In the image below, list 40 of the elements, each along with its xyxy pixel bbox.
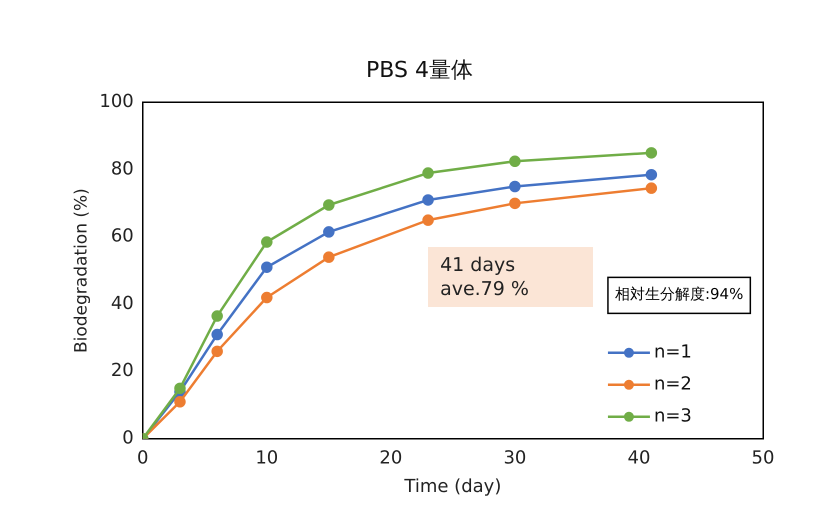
point	[174, 382, 186, 394]
point	[261, 236, 273, 248]
y-tick-label: 20	[110, 360, 134, 382]
point	[323, 199, 335, 211]
y-tick-label: 80	[110, 158, 134, 180]
point	[211, 328, 223, 340]
point	[261, 292, 273, 304]
point	[174, 396, 186, 408]
point	[646, 182, 658, 194]
legend-label: n=1	[654, 341, 692, 362]
x-tick-label: 20	[379, 447, 402, 468]
point	[211, 310, 223, 322]
x-tick-label: 40	[628, 447, 650, 468]
annotation: 41 days ave.79 %	[440, 253, 529, 302]
point	[646, 168, 658, 180]
point	[509, 198, 521, 210]
x-tick-label: 0	[137, 447, 148, 468]
point	[323, 226, 335, 238]
chart-title: PBS 4量体	[366, 58, 473, 83]
y-tick-label: 40	[110, 292, 134, 314]
point	[509, 156, 521, 168]
point	[646, 147, 658, 159]
point	[261, 261, 273, 273]
y-tick-label: 100	[99, 91, 134, 112]
point	[422, 194, 434, 206]
y-tick-label: 0	[122, 427, 134, 448]
x-axis-title: Time (day)	[403, 476, 502, 497]
point	[211, 346, 223, 358]
y-tick-label: 60	[110, 226, 134, 247]
point	[323, 251, 335, 263]
annotation: 相対生分解度:94%	[614, 285, 744, 304]
x-tick-label: 50	[752, 447, 774, 468]
x-tick-label: 30	[503, 447, 526, 468]
point	[422, 167, 434, 179]
legend-label: n=2	[654, 373, 692, 394]
point	[509, 180, 521, 192]
point	[422, 214, 434, 226]
y-axis-title: Biodegradation (%)	[72, 188, 92, 354]
x-tick-label: 10	[255, 447, 278, 468]
legend-label: n=3	[654, 405, 692, 426]
